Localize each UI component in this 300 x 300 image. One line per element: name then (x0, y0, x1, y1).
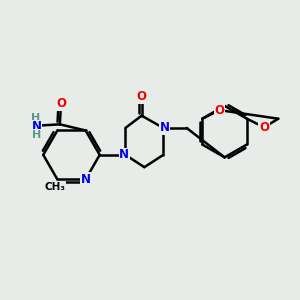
Text: H: H (32, 130, 41, 140)
Text: N: N (32, 120, 41, 133)
Text: H: H (31, 113, 40, 123)
Text: N: N (160, 122, 170, 134)
Text: CH₃: CH₃ (44, 182, 65, 192)
Text: N: N (81, 173, 91, 186)
Text: N: N (119, 148, 129, 161)
Text: O: O (56, 97, 66, 110)
Text: O: O (137, 90, 147, 103)
Text: O: O (259, 121, 269, 134)
Text: O: O (214, 103, 224, 117)
